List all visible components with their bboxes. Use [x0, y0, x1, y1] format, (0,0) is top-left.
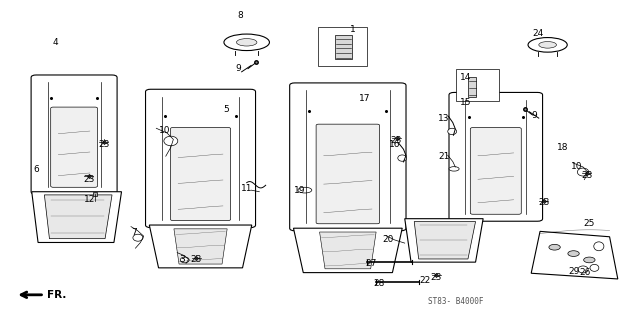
- Text: 23: 23: [391, 136, 402, 146]
- Text: 12: 12: [84, 195, 96, 204]
- Polygon shape: [149, 225, 251, 268]
- Ellipse shape: [180, 257, 189, 263]
- Circle shape: [584, 257, 595, 263]
- Text: 19: 19: [294, 186, 305, 195]
- Bar: [335, 35, 352, 59]
- Ellipse shape: [590, 264, 599, 271]
- Text: 23: 23: [431, 273, 442, 282]
- FancyBboxPatch shape: [316, 124, 380, 224]
- Ellipse shape: [578, 266, 588, 273]
- Text: 4: 4: [52, 38, 58, 47]
- Text: 17: 17: [359, 94, 371, 103]
- Text: 20: 20: [383, 235, 394, 244]
- Text: 23: 23: [83, 174, 95, 184]
- Ellipse shape: [577, 168, 589, 176]
- FancyBboxPatch shape: [51, 107, 98, 187]
- Text: 15: 15: [460, 99, 472, 108]
- Text: 23: 23: [538, 198, 549, 207]
- FancyBboxPatch shape: [456, 69, 499, 101]
- Text: 27: 27: [365, 259, 377, 268]
- Text: 23: 23: [98, 140, 109, 148]
- Polygon shape: [32, 192, 121, 243]
- Ellipse shape: [133, 234, 143, 241]
- Text: 5: 5: [223, 105, 229, 114]
- Polygon shape: [414, 221, 476, 259]
- FancyBboxPatch shape: [31, 75, 117, 194]
- Bar: [468, 77, 476, 97]
- Ellipse shape: [236, 39, 257, 46]
- Polygon shape: [174, 229, 227, 264]
- Text: 21: 21: [438, 152, 450, 161]
- Polygon shape: [293, 228, 402, 273]
- Ellipse shape: [398, 155, 406, 161]
- Text: 11: 11: [241, 184, 253, 193]
- Text: 23: 23: [190, 255, 202, 264]
- Text: 1: 1: [350, 25, 356, 35]
- Polygon shape: [404, 219, 483, 262]
- Polygon shape: [319, 232, 376, 269]
- FancyBboxPatch shape: [171, 127, 231, 220]
- Circle shape: [549, 244, 560, 250]
- Text: FR.: FR.: [47, 290, 66, 300]
- Text: 9: 9: [236, 63, 241, 73]
- Text: 3: 3: [179, 255, 185, 264]
- Text: 26: 26: [579, 268, 591, 277]
- Text: 10: 10: [159, 126, 170, 135]
- Ellipse shape: [448, 128, 457, 135]
- Text: 9: 9: [531, 111, 537, 120]
- Polygon shape: [44, 195, 112, 239]
- Ellipse shape: [164, 136, 178, 146]
- FancyBboxPatch shape: [449, 92, 542, 221]
- Ellipse shape: [539, 42, 556, 48]
- Text: 25: 25: [584, 219, 595, 228]
- Text: 16: 16: [389, 140, 401, 149]
- Ellipse shape: [528, 37, 567, 52]
- FancyBboxPatch shape: [290, 83, 406, 231]
- Text: 6: 6: [33, 165, 39, 174]
- Text: 7: 7: [131, 228, 137, 237]
- Text: 14: 14: [460, 73, 472, 82]
- Text: 18: 18: [557, 143, 568, 152]
- Ellipse shape: [449, 167, 459, 171]
- Polygon shape: [531, 231, 618, 279]
- Text: 28: 28: [374, 279, 385, 288]
- Ellipse shape: [594, 242, 604, 251]
- Text: ST83- B4000F: ST83- B4000F: [427, 297, 483, 306]
- FancyBboxPatch shape: [471, 128, 521, 214]
- Text: 29: 29: [568, 267, 580, 276]
- Text: 10: 10: [571, 162, 582, 171]
- Text: 13: 13: [438, 114, 450, 123]
- Text: 22: 22: [419, 276, 431, 285]
- Ellipse shape: [298, 187, 312, 193]
- Circle shape: [568, 251, 579, 256]
- Text: 23: 23: [581, 172, 592, 180]
- FancyBboxPatch shape: [318, 28, 368, 66]
- Ellipse shape: [224, 34, 269, 51]
- FancyBboxPatch shape: [145, 89, 255, 228]
- Text: 24: 24: [532, 28, 543, 38]
- Text: 8: 8: [237, 11, 243, 20]
